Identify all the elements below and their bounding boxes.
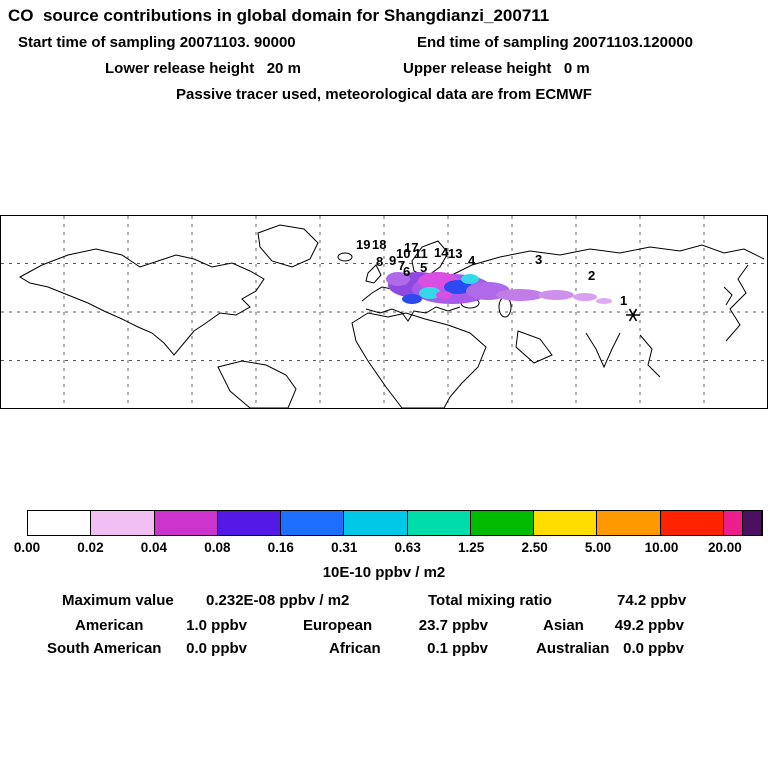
- trajectory-hour-label: 14: [434, 245, 449, 260]
- trajectory-hour-label: 10: [396, 246, 410, 261]
- colorbar-tick-label: 20.00: [708, 540, 742, 555]
- african-label: African: [329, 640, 381, 657]
- colorbar-ticks: 0.00 0.02 0.04 0.08 0.16 0.31 0.63 1.25 2.50 5.00…: [14, 540, 763, 558]
- maximum-value-label: Maximum value: [62, 592, 174, 609]
- european-label: European: [303, 617, 373, 634]
- trajectory-hour-label: 3: [535, 252, 542, 267]
- colorbar-band: [742, 511, 762, 535]
- trajectory-hour-label: 18: [372, 237, 386, 252]
- station-asterisk-icon: [626, 308, 640, 322]
- start-time-text: Start time of sampling 20071103. 90000: [18, 34, 296, 51]
- asian-label: Asian: [543, 617, 584, 634]
- plume-blob: [436, 291, 452, 299]
- colorbar-band: [407, 511, 471, 535]
- coastline: [447, 244, 765, 278]
- trajectory-hour-label: 5: [420, 260, 427, 275]
- coastline: [723, 286, 733, 306]
- coastline: [411, 240, 449, 278]
- australian-value: 0.0 ppbv: [623, 640, 684, 657]
- plume-blob: [538, 290, 574, 300]
- colorbar-tick-label: 0.04: [140, 540, 168, 555]
- trajectory-hour-label: 7: [398, 258, 405, 273]
- trajectory-hour-label: 1: [620, 293, 627, 308]
- world-map: 19 18 17 10 11 14 13 8 9 7 6 5 4 3 2 1: [0, 215, 768, 409]
- plume-blob: [419, 287, 441, 299]
- trajectory-hour-label: 6: [403, 264, 410, 279]
- plume-blob: [573, 293, 597, 301]
- tracer-note-text: Passive tracer used, meteorological data…: [176, 86, 592, 103]
- trajectory-hour-label: 2: [588, 268, 595, 283]
- trajectory-hour-label: 8: [376, 254, 383, 269]
- coastline: [365, 264, 382, 284]
- colorbar-band: [217, 511, 282, 535]
- colorbar-tick-label: 0.31: [331, 540, 358, 555]
- trajectory-hour-label: 17: [404, 240, 418, 255]
- graticule: [1, 216, 767, 408]
- coastline: [337, 252, 353, 262]
- coastline: [217, 360, 297, 409]
- station-marker-layer: [626, 308, 640, 322]
- colorbar-tick-label: 1.25: [457, 540, 485, 555]
- colorbar-band: [154, 511, 218, 535]
- maximum-value: 0.232E-08 ppbv / m2: [206, 592, 350, 609]
- colorbar-tick-label: 10.00: [644, 540, 679, 555]
- asian-value: 49.2 ppbv: [614, 617, 684, 634]
- coastlines: [18, 224, 765, 409]
- plume-blob: [461, 274, 479, 284]
- end-time-text: End time of sampling 20071103.120000: [417, 34, 693, 51]
- trajectory-hour-label: 13: [448, 246, 462, 261]
- colorbar-band: [597, 511, 661, 535]
- colorbar-band: [281, 511, 345, 535]
- total-mixing-ratio-label: Total mixing ratio: [428, 592, 552, 609]
- trajectory-hour-label: 11: [414, 246, 428, 261]
- coastline: [585, 332, 621, 369]
- south-american-label: South American: [47, 640, 162, 657]
- american-label: American: [75, 617, 144, 634]
- colorbar-tick-label: 0.02: [77, 540, 104, 555]
- colorbar-band: [660, 511, 724, 535]
- colorbar-tick-label: 0.00: [13, 540, 41, 555]
- colorbar-tick-label: 0.16: [267, 540, 294, 555]
- american-value: 1.0 ppbv: [186, 617, 247, 634]
- colorbar-band: [534, 511, 598, 535]
- european-value: 23.7 ppbv: [418, 617, 488, 634]
- colorbar-units-label: 10E-10 ppbv / m2: [322, 564, 446, 581]
- trajectory-hour-label: 9: [389, 253, 396, 268]
- colorbar-band: [723, 511, 743, 535]
- colorbar-band: [91, 511, 155, 535]
- plume-blob: [496, 289, 544, 301]
- african-value: 0.1 ppbv: [427, 640, 488, 657]
- colorbar: [27, 510, 763, 536]
- lower-release-text: Lower release height 20 m: [105, 60, 301, 77]
- coastline: [18, 248, 265, 356]
- plume-blob: [444, 280, 472, 294]
- plume-blob: [596, 298, 612, 304]
- colorbar-band: [470, 511, 535, 535]
- colorbar-band: [344, 511, 408, 535]
- colorbar-band: [28, 511, 92, 535]
- upper-release-text: Upper release height 0 m: [403, 60, 590, 77]
- south-american-value: 0.0 ppbv: [186, 640, 247, 657]
- trajectory-hour-label: 19: [356, 237, 370, 252]
- colorbar-tick-label: 0.63: [394, 540, 421, 555]
- page-title: CO source contributions in global domain…: [8, 6, 550, 25]
- coastline: [515, 330, 553, 364]
- colorbar-tick-label: 5.00: [584, 540, 612, 555]
- coastline: [725, 264, 749, 342]
- colorbar-tick-label: 2.50: [521, 540, 548, 555]
- coastline: [639, 334, 661, 378]
- total-mixing-ratio-value: 74.2 ppbv: [617, 592, 687, 609]
- coastline: [365, 306, 461, 322]
- coastline: [257, 224, 319, 268]
- australian-label: Australian: [536, 640, 610, 657]
- plume-layer: [386, 272, 612, 304]
- plume-blob: [386, 272, 410, 286]
- colorbar-tick-label: 0.08: [204, 540, 231, 555]
- coastline: [351, 312, 487, 409]
- plume-blob: [402, 294, 422, 304]
- trajectory-hour-label: 4: [468, 253, 476, 268]
